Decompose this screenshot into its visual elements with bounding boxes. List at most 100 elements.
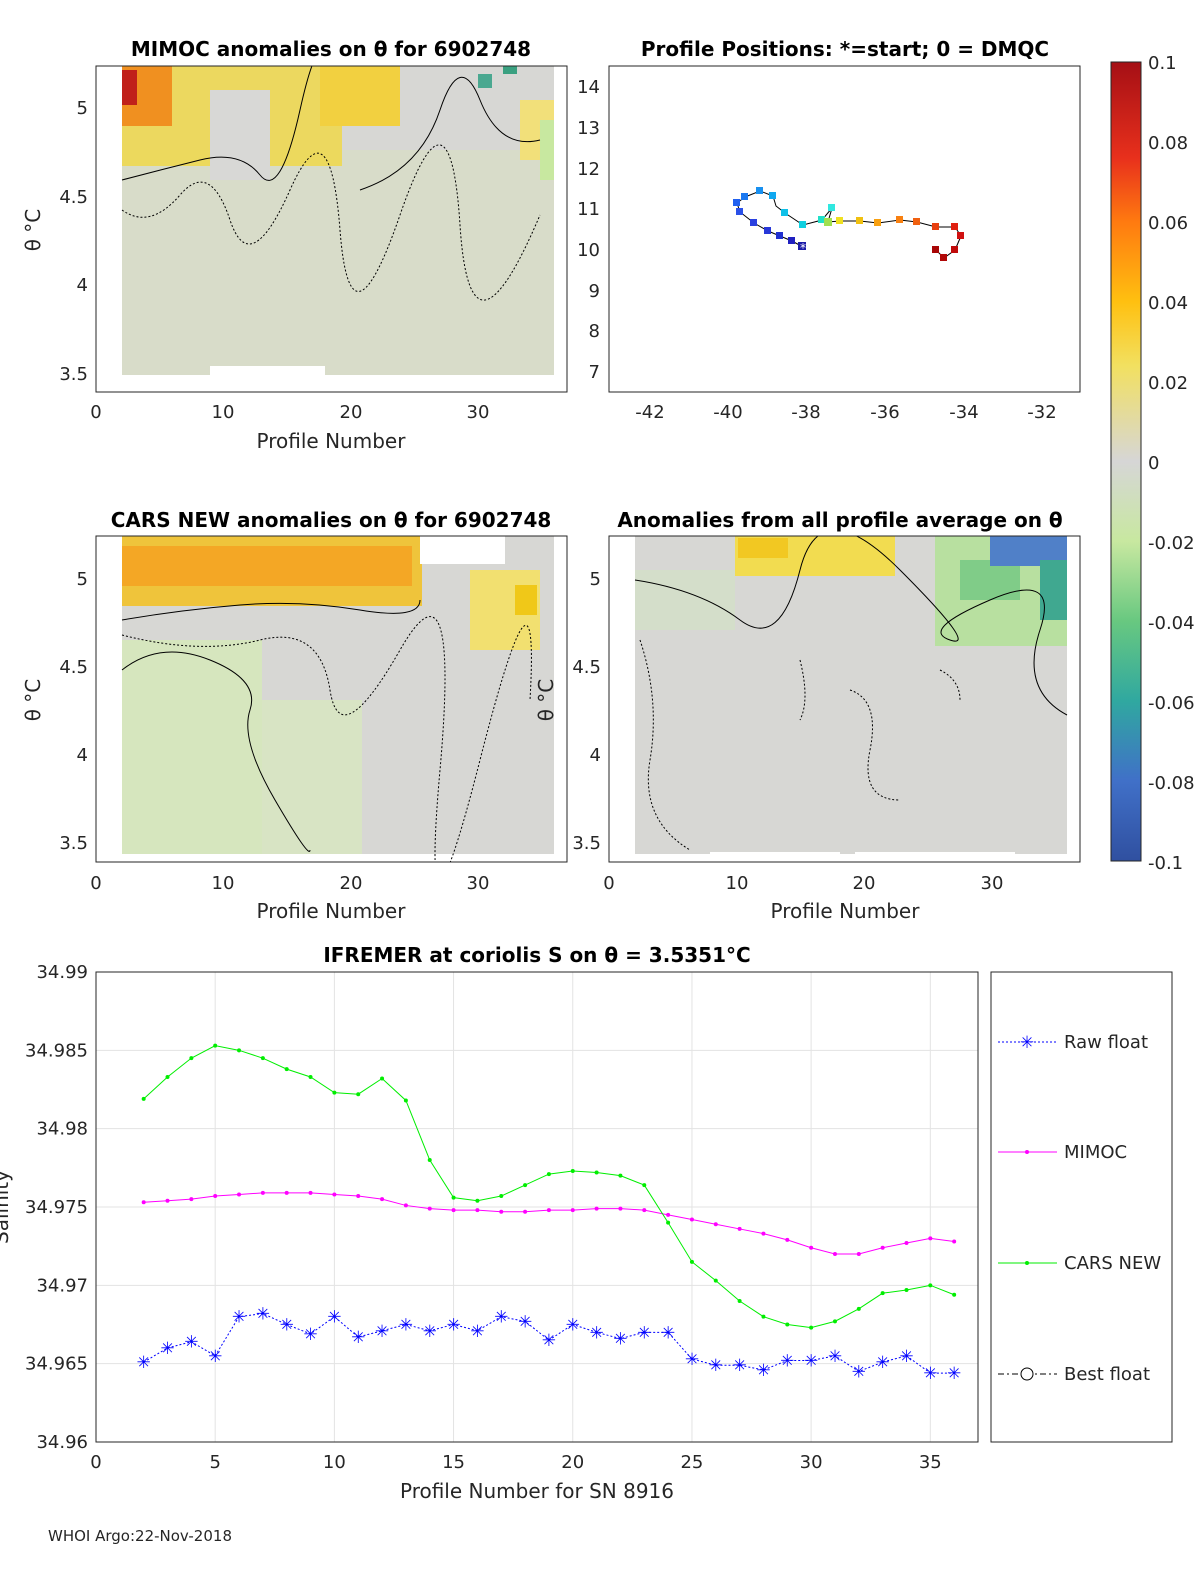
data-point-cars-new xyxy=(689,1259,694,1264)
data-point-raw-float: ✳ xyxy=(732,1356,746,1376)
data-point-mimoc xyxy=(475,1208,480,1213)
legend-item-mimoc: MIMOC xyxy=(998,1142,1127,1163)
legend: ✳ Raw float MIMOC CARS NEW Best float xyxy=(990,971,1173,1443)
series-line-raw-float xyxy=(143,1313,955,1374)
avg-xtick: 20 xyxy=(853,873,876,894)
data-point-raw-float: ✳ xyxy=(613,1330,627,1350)
cars-gap xyxy=(420,536,505,564)
positions-ytick: 12 xyxy=(577,159,600,180)
data-point-raw-float: ✳ xyxy=(709,1356,723,1376)
x-tick-label: 5 xyxy=(209,1452,220,1473)
mimoc-hot-spot xyxy=(122,70,137,105)
cars-ylabel: θ °C xyxy=(21,679,45,722)
data-point-cars-new xyxy=(260,1056,265,1061)
salinity-xlabel: Profile Number for SN 8916 xyxy=(400,1479,674,1503)
data-point-raw-float: ✳ xyxy=(518,1312,532,1332)
salinity-axes-box xyxy=(95,971,979,1443)
positions-xtick: -42 xyxy=(635,402,664,423)
positions-ytick: 13 xyxy=(577,118,600,139)
x-tick-label: 0 xyxy=(90,1452,101,1473)
colorbar-tick: -0.04 xyxy=(1148,613,1195,634)
avg-xtick: 10 xyxy=(726,873,749,894)
data-point-raw-float: ✳ xyxy=(184,1333,198,1353)
data-point-cars-new xyxy=(380,1076,385,1081)
avg-ytick: 4 xyxy=(590,745,601,766)
data-point-cars-new xyxy=(737,1299,742,1303)
mimoc-contour-solid xyxy=(121,66,541,191)
avg-axes-box xyxy=(608,535,1081,863)
cars-ytick: 3.5 xyxy=(59,833,88,854)
positions-ytick: 11 xyxy=(577,199,600,220)
cars-ytick: 5 xyxy=(77,569,88,590)
positions-panel: Profile Positions: *=start; 0 = DMQC xyxy=(577,37,1081,423)
colorbar: 0.1 0.08 0.06 0.04 0.02 0 -0.02 -0.04 -0… xyxy=(1110,53,1195,874)
legend-label: Best float xyxy=(1064,1364,1150,1385)
data-point-cars-new xyxy=(618,1173,623,1178)
salinity-ylabel: Salinity xyxy=(0,1170,13,1244)
colorbar-tick: -0.02 xyxy=(1148,533,1195,554)
positions-xtick: -38 xyxy=(791,402,820,423)
mimoc-gap xyxy=(210,366,325,376)
data-point-cars-new xyxy=(308,1074,313,1079)
data-point-cars-new xyxy=(952,1292,957,1297)
cars-contour-dotted xyxy=(121,616,532,862)
colorbar-tick: -0.1 xyxy=(1148,853,1183,874)
cars-panel: CARS NEW anomalies on θ for 6902748 0 10… xyxy=(21,508,568,923)
avg-ytick: 5 xyxy=(590,569,601,590)
data-point-mimoc xyxy=(141,1200,146,1205)
avg-ytick: 3.5 xyxy=(572,833,601,854)
mimoc-contour-dotted xyxy=(121,144,541,301)
data-point-mimoc xyxy=(427,1206,432,1211)
data-point-cars-new xyxy=(594,1170,599,1175)
legend-box xyxy=(990,971,1173,1443)
data-point-cars-new xyxy=(237,1048,242,1053)
data-point-raw-float: ✳ xyxy=(828,1347,842,1367)
mimoc-xtick: 10 xyxy=(212,402,235,423)
data-point-mimoc xyxy=(689,1217,694,1222)
colorbar-tick: -0.06 xyxy=(1148,693,1195,714)
colorbar-tick: 0.06 xyxy=(1148,213,1188,234)
data-point-mimoc xyxy=(904,1241,909,1246)
data-point-cars-new xyxy=(904,1288,909,1293)
colorbar-tick: 0.08 xyxy=(1148,133,1188,154)
avg-contour-solid xyxy=(634,536,1068,716)
tick-layer: 0 5 10 15 20 25 30 35 34.96 34.965 34.97 34.975 34.9… xyxy=(25,962,942,1473)
data-point-cars-new xyxy=(856,1306,861,1311)
data-point-raw-float: ✳ xyxy=(852,1363,866,1383)
salinity-chart-title: IFREMER at coriolis S on θ = 3.5351°C xyxy=(323,943,750,967)
data-point-cars-new xyxy=(427,1158,432,1162)
x-tick-label: 35 xyxy=(919,1452,942,1473)
mimoc-ytick: 4.5 xyxy=(59,187,88,208)
y-tick-label: 34.97 xyxy=(36,1275,88,1296)
data-point-cars-new xyxy=(713,1278,718,1283)
positions-xtick: -36 xyxy=(870,402,899,423)
data-point-mimoc xyxy=(308,1190,313,1195)
data-point-mimoc xyxy=(523,1209,528,1214)
data-point-mimoc xyxy=(856,1252,861,1256)
mimoc-axes-box xyxy=(95,65,568,393)
y-tick-label: 34.98 xyxy=(36,1119,88,1140)
data-point-mimoc xyxy=(380,1197,385,1202)
series-layer: ✳ ✳ ✳ ✳ ✳ ✳ ✳ ✳ ✳ ✳ ✳ ✳ ✳ ✳ ✳ ✳ ✳ ✳ ✳ ✳ ✳ ✳ ✳ ✳ ✳ ✳ ✳ ✳ ✳ ✳ ✳ ✳ ✳ ✳ ✳ xyxy=(137,1043,961,1384)
x-tick-label: 10 xyxy=(323,1452,346,1473)
avg-contour-dotted xyxy=(639,639,961,851)
cars-title: CARS NEW anomalies on θ for 6902748 xyxy=(111,508,552,532)
mimoc-xtick: 20 xyxy=(340,402,363,423)
positions-ytick: 14 xyxy=(577,77,600,98)
data-point-mimoc xyxy=(952,1239,957,1244)
data-point-mimoc xyxy=(713,1222,718,1227)
mimoc-cool-patch xyxy=(540,120,554,180)
positions-ytick: 10 xyxy=(577,240,600,261)
data-point-raw-float: ✳ xyxy=(923,1364,937,1384)
x-tick-label: 20 xyxy=(561,1452,584,1473)
positions-track: * xyxy=(733,187,964,261)
data-point-raw-float: ✳ xyxy=(256,1305,270,1325)
legend-item-raw-float: ✳ Raw float xyxy=(998,1032,1148,1053)
series-cars-new xyxy=(141,1043,957,1330)
data-point-raw-float: ✳ xyxy=(160,1339,174,1359)
series-mimoc xyxy=(141,1190,957,1256)
data-point-mimoc xyxy=(165,1198,170,1203)
colorbar-tick: 0 xyxy=(1148,453,1159,474)
data-point-mimoc xyxy=(666,1212,671,1217)
x-tick-label: 15 xyxy=(442,1452,465,1473)
